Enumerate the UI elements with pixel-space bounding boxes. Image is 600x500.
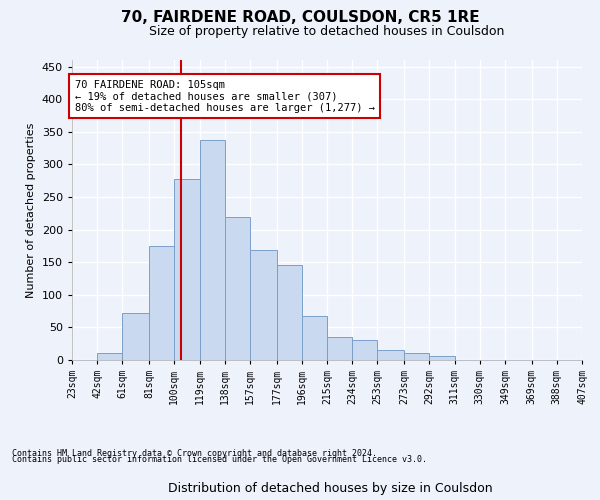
Bar bbox=[149, 246, 174, 360]
Bar bbox=[352, 340, 377, 360]
Text: 70 FAIRDENE ROAD: 105sqm
← 19% of detached houses are smaller (307)
80% of semi-: 70 FAIRDENE ROAD: 105sqm ← 19% of detach… bbox=[74, 80, 374, 113]
Bar bbox=[377, 350, 404, 360]
Bar bbox=[302, 316, 327, 360]
Bar bbox=[225, 216, 250, 360]
Text: Contains public sector information licensed under the Open Government Licence v3: Contains public sector information licen… bbox=[12, 455, 427, 464]
Bar bbox=[97, 353, 122, 360]
Bar bbox=[174, 180, 199, 360]
Text: Contains HM Land Registry data © Crown copyright and database right 2024.: Contains HM Land Registry data © Crown c… bbox=[12, 448, 377, 458]
Title: Size of property relative to detached houses in Coulsdon: Size of property relative to detached ho… bbox=[149, 25, 505, 38]
Bar bbox=[199, 140, 225, 360]
Bar bbox=[122, 313, 149, 360]
Bar bbox=[277, 266, 302, 360]
Bar bbox=[429, 356, 455, 360]
Bar bbox=[327, 336, 352, 360]
Bar bbox=[250, 250, 277, 360]
Y-axis label: Number of detached properties: Number of detached properties bbox=[26, 122, 36, 298]
Bar bbox=[404, 354, 429, 360]
Text: 70, FAIRDENE ROAD, COULSDON, CR5 1RE: 70, FAIRDENE ROAD, COULSDON, CR5 1RE bbox=[121, 10, 479, 25]
Text: Distribution of detached houses by size in Coulsdon: Distribution of detached houses by size … bbox=[167, 482, 493, 495]
